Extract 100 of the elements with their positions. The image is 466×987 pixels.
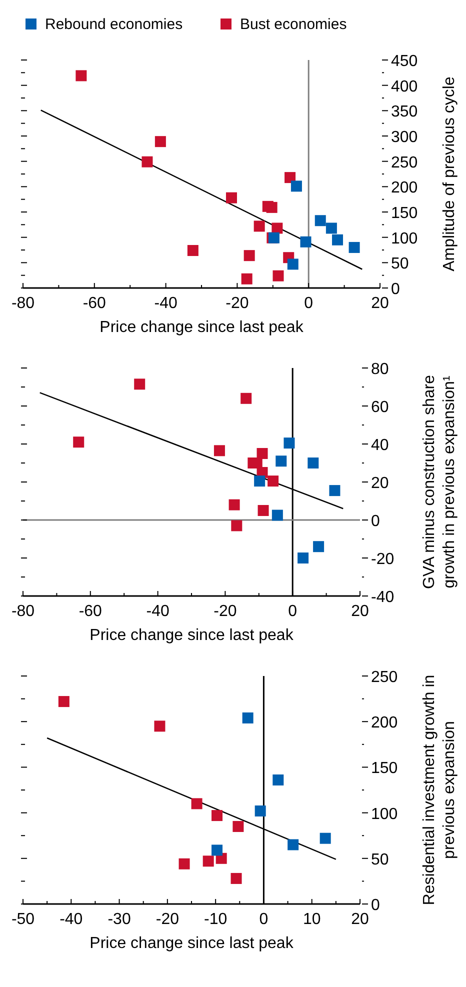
point	[154, 720, 166, 732]
x-tick-label: -80	[11, 603, 35, 620]
point	[268, 476, 279, 487]
y-tick-label: -40	[371, 589, 394, 606]
point	[288, 839, 299, 850]
y-tick-label: 100	[391, 230, 418, 248]
x-tick-label: -40	[146, 603, 170, 620]
point	[348, 242, 360, 253]
point	[326, 222, 337, 234]
point	[58, 696, 70, 708]
point	[329, 485, 340, 496]
x-tick-label: -40	[154, 295, 178, 312]
point	[228, 499, 240, 510]
x-tick-label: 0	[259, 911, 268, 928]
point	[284, 172, 296, 184]
x-tick-label: -20	[156, 911, 180, 928]
x-tick-label: 0	[304, 295, 314, 312]
x-axis-title: Price change since last peak	[100, 319, 304, 336]
point	[272, 270, 284, 282]
point	[191, 798, 202, 810]
point	[214, 445, 225, 456]
x-tick-label: -10	[204, 911, 228, 928]
x-tick-label: -50	[11, 911, 35, 928]
y-tick-label: 60	[371, 399, 389, 416]
y-tick-label: -20	[371, 551, 394, 568]
x-tick-label: -30	[108, 911, 131, 928]
y-tick-label: 150	[391, 205, 418, 222]
point	[241, 273, 252, 284]
y-tick-label: 300	[391, 129, 418, 146]
point	[272, 774, 284, 786]
x-axis-title: Price change since last peak	[90, 935, 294, 952]
point	[314, 215, 326, 226]
y-tick-label: 200	[371, 714, 398, 732]
y-tick-label: 0	[371, 513, 380, 530]
x-tick-label: -60	[82, 295, 106, 312]
point	[284, 438, 295, 449]
x-tick-label: -20	[226, 295, 249, 312]
point	[320, 832, 331, 844]
point	[240, 392, 252, 404]
point	[231, 520, 242, 532]
point	[272, 222, 283, 234]
x-tick-label: -60	[78, 603, 102, 620]
point	[298, 552, 309, 564]
y-tick-label: 40	[371, 437, 389, 454]
y-axis-title: Residential investment growth in previous expansion	[421, 674, 458, 906]
point	[287, 258, 298, 270]
point	[313, 541, 324, 552]
x-tick-label: 0	[288, 603, 298, 620]
legend-label: Bust economies	[240, 16, 347, 33]
y-tick-label: 350	[391, 104, 418, 121]
point	[230, 872, 242, 884]
point	[254, 220, 265, 232]
x-tick-label: 20	[351, 911, 369, 928]
point	[73, 436, 84, 448]
point	[154, 136, 166, 148]
legend-label: Rebound economies	[45, 16, 183, 33]
point	[212, 844, 223, 856]
point	[300, 236, 312, 248]
y-tick-label: 200	[391, 180, 418, 197]
y-tick-label: 50	[391, 256, 409, 273]
x-tick-label: 20	[351, 603, 369, 620]
point	[332, 234, 344, 246]
point	[256, 448, 268, 459]
point	[254, 476, 266, 487]
point	[142, 156, 153, 168]
point	[276, 456, 287, 467]
point	[226, 192, 237, 204]
x-tick-label: -20	[214, 603, 237, 620]
point	[76, 70, 87, 82]
point	[212, 810, 223, 822]
point	[308, 458, 319, 468]
point	[258, 505, 269, 516]
x-tick-label: 10	[302, 911, 321, 928]
y-tick-label: 0	[391, 281, 400, 298]
point	[202, 856, 214, 867]
point	[178, 858, 190, 870]
y-tick-label: 250	[391, 154, 418, 172]
y-tick-label: 50	[371, 851, 389, 868]
y-tick-label: 150	[371, 760, 398, 778]
y-axis-title: Amplitude of previous cycle	[441, 76, 458, 272]
y-tick-label: 400	[391, 78, 418, 96]
point	[254, 805, 266, 816]
point	[272, 510, 283, 521]
y-tick-label: 450	[391, 53, 418, 70]
point	[232, 820, 244, 832]
point	[290, 180, 302, 192]
y-tick-label: 80	[371, 361, 389, 378]
point	[134, 378, 146, 390]
y-tick-label: 20	[371, 475, 389, 492]
x-tick-label: -40	[60, 911, 83, 928]
x-tick-label: -80	[11, 295, 35, 312]
y-tick-label: 0	[371, 897, 380, 914]
point	[266, 202, 278, 213]
y-axis-title: GVA minus construction share growth in previous expansion¹	[421, 374, 458, 590]
x-axis-title: Price change since last peak	[90, 627, 294, 644]
point	[187, 245, 198, 256]
y-tick-label: 100	[371, 806, 398, 823]
y-tick-label: 250	[371, 669, 398, 686]
point	[242, 712, 254, 724]
point	[244, 250, 255, 262]
